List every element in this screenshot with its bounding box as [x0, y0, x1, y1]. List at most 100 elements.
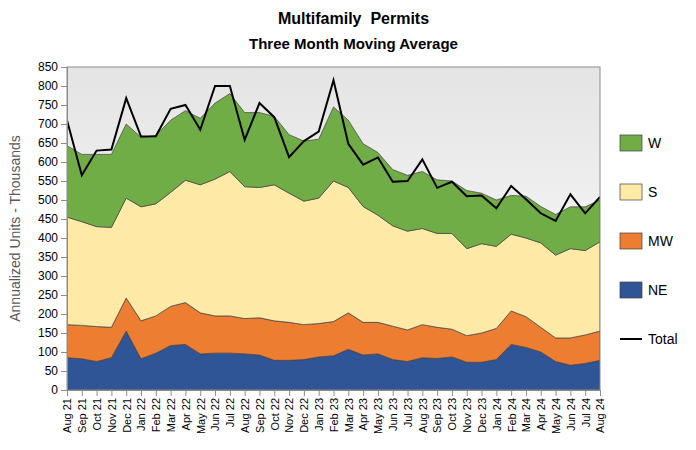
- y-tick: 50: [45, 364, 67, 378]
- x-tick-label: Oct 23: [446, 398, 458, 430]
- x-tick-mark: [141, 390, 142, 396]
- x-tick-mark: [289, 390, 290, 396]
- y-tick-label: 700: [38, 117, 58, 131]
- x-tick: Jul 23: [402, 390, 414, 427]
- x-tick-mark: [585, 390, 586, 396]
- y-tick: 600: [38, 155, 67, 169]
- x-tick: Jul 24: [580, 390, 592, 427]
- legend-label: Total: [648, 331, 678, 347]
- x-tick-label: May 22: [195, 398, 207, 434]
- legend-swatch: [620, 233, 642, 249]
- x-tick-label: Jun 24: [565, 398, 577, 431]
- x-tick: Jan 22: [135, 390, 147, 431]
- y-tick-mark: [61, 143, 67, 144]
- x-tick-mark: [408, 390, 409, 396]
- x-tick-label: Jul 23: [402, 398, 414, 427]
- x-tick-label: Apr 23: [357, 398, 369, 430]
- y-axis-line: [67, 68, 68, 391]
- plot-frame: [67, 67, 600, 390]
- x-tick-mark: [111, 390, 112, 396]
- y-tick-mark: [61, 314, 67, 315]
- x-tick: Nov 21: [106, 390, 118, 433]
- x-tick-label: Feb 23: [328, 398, 340, 432]
- x-tick-mark: [467, 390, 468, 396]
- x-tick: Sep 23: [431, 390, 443, 433]
- y-tick-mark: [61, 371, 67, 372]
- x-tick-mark: [482, 390, 483, 396]
- x-tick-mark: [230, 390, 231, 396]
- y-tick-label: 400: [38, 231, 58, 245]
- x-tick-label: May 24: [550, 398, 562, 434]
- legend-label: NE: [648, 282, 667, 298]
- x-tick: Nov 22: [283, 390, 295, 433]
- y-tick: 550: [38, 174, 67, 188]
- x-tick: Aug 21: [61, 390, 73, 433]
- y-tick-mark: [61, 352, 67, 353]
- x-tick-mark: [67, 390, 68, 396]
- x-tick-mark: [541, 390, 542, 396]
- x-tick: Mar 23: [343, 390, 355, 432]
- x-tick-label: Dec 22: [298, 398, 310, 433]
- x-tick-mark: [452, 390, 453, 396]
- y-tick-mark: [61, 238, 67, 239]
- x-tick-label: Apr 24: [535, 398, 547, 430]
- x-tick: Feb 23: [328, 390, 340, 432]
- x-tick-mark: [245, 390, 246, 396]
- x-tick-label: Jan 22: [135, 398, 147, 431]
- x-tick-mark: [600, 390, 601, 396]
- x-axis: Aug 21Sep 21Oct 21Nov 21Dec 21Jan 22Feb …: [61, 390, 606, 434]
- x-tick-mark: [259, 390, 260, 396]
- x-tick-label: Oct 22: [269, 398, 281, 430]
- y-tick: 100: [38, 345, 67, 359]
- x-tick-mark: [304, 390, 305, 396]
- x-tick: Jun 24: [565, 390, 577, 431]
- x-tick: Sep 22: [254, 390, 266, 433]
- y-tick-label: 300: [38, 269, 58, 283]
- y-tick: 450: [38, 212, 67, 226]
- x-tick-mark: [171, 390, 172, 396]
- x-tick: May 23: [372, 390, 384, 434]
- legend-label: W: [648, 135, 662, 151]
- x-tick-label: Feb 22: [150, 398, 162, 432]
- x-tick-label: Mar 23: [343, 398, 355, 432]
- y-tick: 350: [38, 250, 67, 264]
- x-tick-mark: [185, 390, 186, 396]
- x-tick-label: Jan 23: [313, 398, 325, 431]
- x-tick: Aug 22: [239, 390, 251, 433]
- x-tick-mark: [126, 390, 127, 396]
- y-tick-label: 750: [38, 98, 58, 112]
- y-tick-mark: [61, 67, 67, 68]
- y-tick-label: 350: [38, 250, 58, 264]
- x-tick: Jun 22: [209, 390, 221, 431]
- x-tick-label: Jan 24: [491, 398, 503, 431]
- x-tick-mark: [556, 390, 557, 396]
- line-total: [67, 80, 600, 221]
- x-tick-label: Jul 24: [580, 398, 592, 427]
- y-tick: 0: [51, 383, 67, 397]
- x-tick-label: Sep 22: [254, 398, 266, 433]
- x-tick-label: Aug 24: [594, 398, 606, 433]
- x-tick: Dec 22: [298, 390, 310, 433]
- x-tick-mark: [511, 390, 512, 396]
- y-axis-title: Annualized Units - Thousands: [7, 135, 23, 322]
- x-tick-label: Apr 22: [180, 398, 192, 430]
- y-tick-mark: [61, 105, 67, 106]
- x-tick: Apr 22: [180, 390, 192, 430]
- x-tick-mark: [215, 390, 216, 396]
- y-tick-label: 450: [38, 212, 58, 226]
- x-tick: Oct 21: [91, 390, 103, 430]
- x-tick: May 22: [195, 390, 207, 434]
- x-tick-label: Nov 22: [283, 398, 295, 433]
- x-tick: Dec 23: [476, 390, 488, 433]
- x-tick-label: Nov 23: [461, 398, 473, 433]
- y-tick-mark: [61, 333, 67, 334]
- x-tick-mark: [363, 390, 364, 396]
- x-tick-label: Dec 21: [121, 398, 133, 433]
- y-tick-mark: [61, 219, 67, 220]
- x-tick-mark: [156, 390, 157, 396]
- x-tick-mark: [348, 390, 349, 396]
- x-tick: Nov 23: [461, 390, 473, 433]
- y-tick-label: 600: [38, 155, 58, 169]
- x-tick: Dec 21: [121, 390, 133, 433]
- y-tick-mark: [61, 257, 67, 258]
